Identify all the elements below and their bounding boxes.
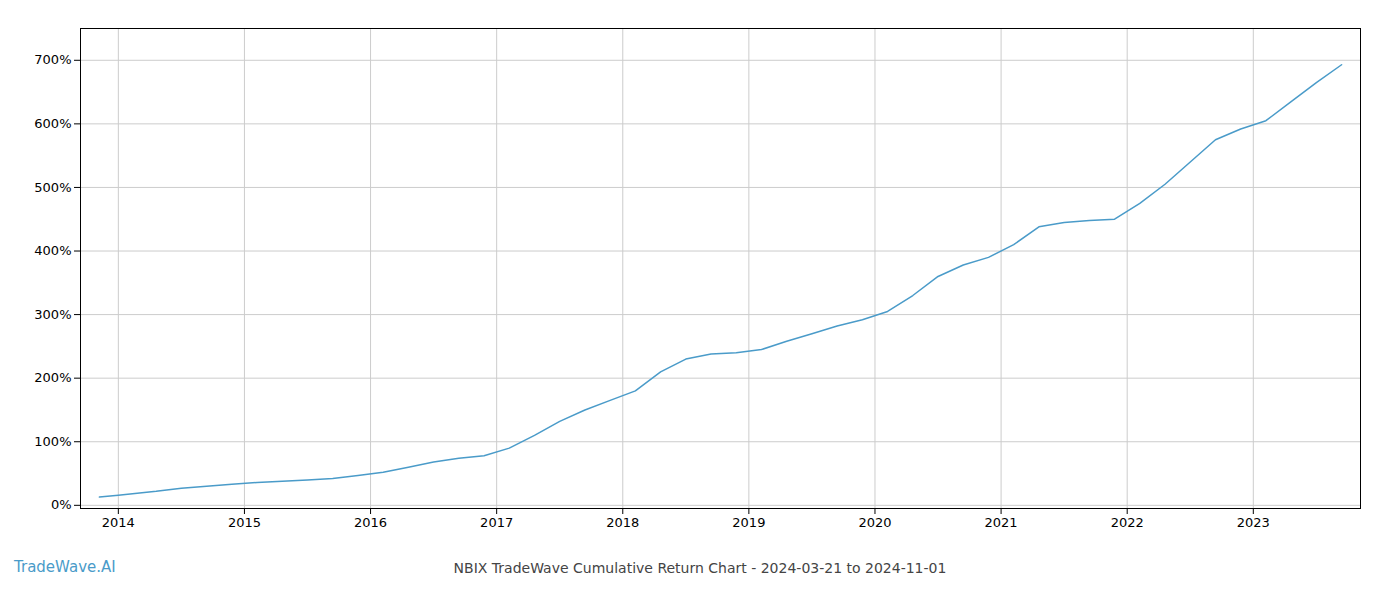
svg-text:2018: 2018 [606,515,639,530]
svg-text:2019: 2019 [732,515,765,530]
svg-text:2014: 2014 [102,515,135,530]
svg-text:200%: 200% [34,370,71,385]
svg-text:2021: 2021 [985,515,1018,530]
svg-text:700%: 700% [34,52,71,67]
html-text:TradeWave.AI: TradeWave.AI [14,558,116,576]
svg-text:2023: 2023 [1237,515,1270,530]
svg-text:2022: 2022 [1111,515,1144,530]
svg-text:0%: 0% [51,497,72,512]
svg-text:100%: 100% [34,434,71,449]
html-text:NBIX TradeWave Cumulative Retu: NBIX TradeWave Cumulative Return Chart -… [453,560,947,576]
svg-text:400%: 400% [34,243,71,258]
svg-text:2015: 2015 [228,515,261,530]
svg-text:600%: 600% [34,116,71,131]
svg-text:300%: 300% [34,307,71,322]
svg-text:2020: 2020 [858,515,891,530]
svg-text:2017: 2017 [480,515,513,530]
svg-text:2016: 2016 [354,515,387,530]
svg-text:500%: 500% [34,180,71,195]
